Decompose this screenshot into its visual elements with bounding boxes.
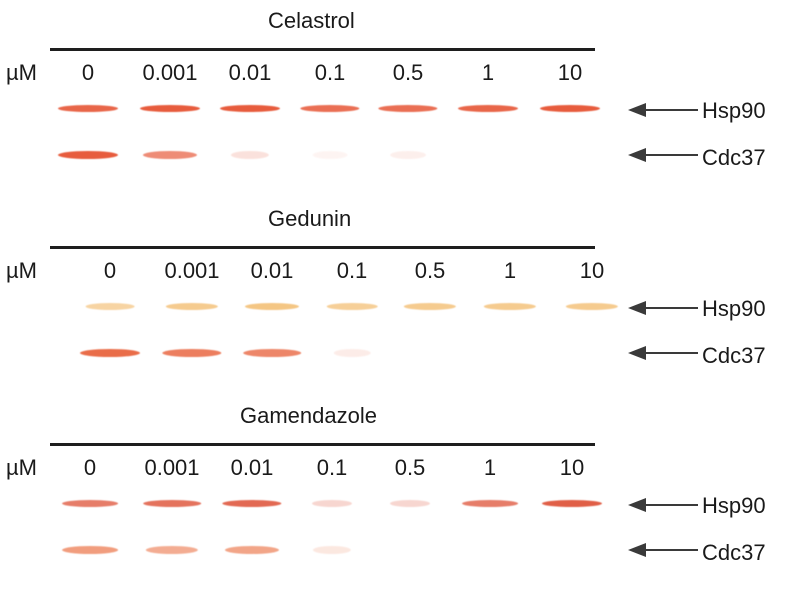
arrow-shaft — [638, 307, 698, 309]
concentration-label: 1 — [503, 258, 517, 283]
band-cdc37 — [312, 151, 348, 159]
arrow-head-icon — [628, 543, 646, 557]
band-cdc37 — [58, 151, 118, 159]
blot-panel-gedunin: Gedunin µM 0 0.001 0.01 0.1 0.5 1 10 Hsp90 Cdc37 — [0, 198, 800, 394]
arrow-cdc37 — [628, 148, 698, 162]
concentration-label: 0 — [103, 258, 117, 283]
concentration-label: 0.1 — [314, 60, 346, 85]
arrow-shaft — [638, 154, 698, 156]
band-hsp90 — [378, 104, 438, 112]
protein-label-hsp90: Hsp90 — [702, 493, 766, 518]
arrow-cdc37 — [628, 346, 698, 360]
panel-title: Gedunin — [268, 206, 352, 231]
band-hsp90 — [143, 499, 201, 507]
band-cdc37 — [243, 349, 301, 357]
concentration-label: 0.5 — [414, 258, 446, 283]
arrow-cdc37 — [628, 543, 698, 557]
concentration-label: 0 — [81, 60, 95, 85]
protein-label-cdc37: Cdc37 — [702, 145, 766, 170]
protein-label-cdc37: Cdc37 — [702, 540, 766, 565]
band-hsp90 — [300, 104, 360, 112]
protein-label-hsp90: Hsp90 — [702, 98, 766, 123]
unit-label: µM — [6, 455, 38, 480]
band-hsp90 — [140, 104, 200, 112]
blot-panel-celastrol: Celastrol µM 0 0.001 0.01 0.1 0.5 1 10 Hsp90 Cdc37 — [0, 0, 800, 196]
arrow-hsp90 — [628, 498, 698, 512]
concentration-label: 1 — [483, 455, 497, 480]
concentration-label: 0.001 — [164, 258, 220, 283]
band-hsp90 — [311, 499, 353, 507]
protein-label-cdc37: Cdc37 — [702, 343, 766, 368]
band-hsp90 — [165, 302, 219, 310]
concentration-label: 0.01 — [250, 258, 294, 283]
unit-label: µM — [6, 60, 38, 85]
concentration-label: 10 — [579, 258, 605, 283]
arrow-hsp90 — [628, 301, 698, 315]
blot-panel-gamendazole: Gamendazole µM 0 0.001 0.01 0.1 0.5 1 10 Hsp90 Cdc… — [0, 395, 800, 591]
concentration-label: 0.5 — [392, 60, 424, 85]
band-hsp90 — [62, 499, 118, 507]
concentration-label: 0.1 — [336, 258, 368, 283]
band-cdc37 — [62, 546, 118, 554]
band-cdc37 — [312, 546, 352, 554]
band-hsp90 — [483, 302, 537, 310]
title-underline — [50, 48, 595, 51]
band-cdc37 — [145, 546, 199, 554]
band-hsp90 — [389, 499, 431, 507]
concentration-label: 10 — [559, 455, 585, 480]
band-hsp90 — [458, 104, 518, 112]
band-cdc37 — [333, 349, 371, 357]
concentration-label: 0.001 — [144, 455, 200, 480]
band-cdc37 — [224, 546, 280, 554]
arrow-shaft — [638, 549, 698, 551]
band-hsp90 — [220, 104, 280, 112]
band-cdc37 — [162, 349, 222, 357]
arrow-shaft — [638, 352, 698, 354]
panel-title: Celastrol — [268, 8, 355, 33]
title-underline — [50, 443, 595, 446]
concentration-label: 0.1 — [316, 455, 348, 480]
band-hsp90 — [542, 499, 602, 507]
band-cdc37 — [142, 151, 198, 159]
concentration-label: 10 — [557, 60, 583, 85]
concentration-label: 0.5 — [394, 455, 426, 480]
protein-label-hsp90: Hsp90 — [702, 296, 766, 321]
arrow-head-icon — [628, 148, 646, 162]
arrow-head-icon — [628, 103, 646, 117]
arrow-head-icon — [628, 498, 646, 512]
unit-label: µM — [6, 258, 38, 283]
arrow-hsp90 — [628, 103, 698, 117]
panel-title: Gamendazole — [240, 403, 377, 428]
title-underline — [50, 246, 595, 249]
arrow-head-icon — [628, 301, 646, 315]
band-hsp90 — [565, 302, 619, 310]
band-hsp90 — [326, 302, 378, 310]
band-hsp90 — [540, 104, 600, 112]
band-hsp90 — [462, 499, 518, 507]
concentration-label: 1 — [481, 60, 495, 85]
arrow-shaft — [638, 109, 698, 111]
band-hsp90 — [244, 302, 300, 310]
band-cdc37 — [230, 151, 270, 159]
concentration-label: 0 — [83, 455, 97, 480]
concentration-label: 0.001 — [142, 60, 198, 85]
band-hsp90 — [85, 302, 135, 310]
arrow-shaft — [638, 504, 698, 506]
band-cdc37 — [80, 349, 140, 357]
band-hsp90 — [58, 104, 118, 112]
band-hsp90 — [222, 499, 282, 507]
arrow-head-icon — [628, 346, 646, 360]
concentration-label: 0.01 — [228, 60, 272, 85]
band-hsp90 — [403, 302, 457, 310]
band-cdc37 — [390, 151, 426, 159]
concentration-label: 0.01 — [230, 455, 274, 480]
